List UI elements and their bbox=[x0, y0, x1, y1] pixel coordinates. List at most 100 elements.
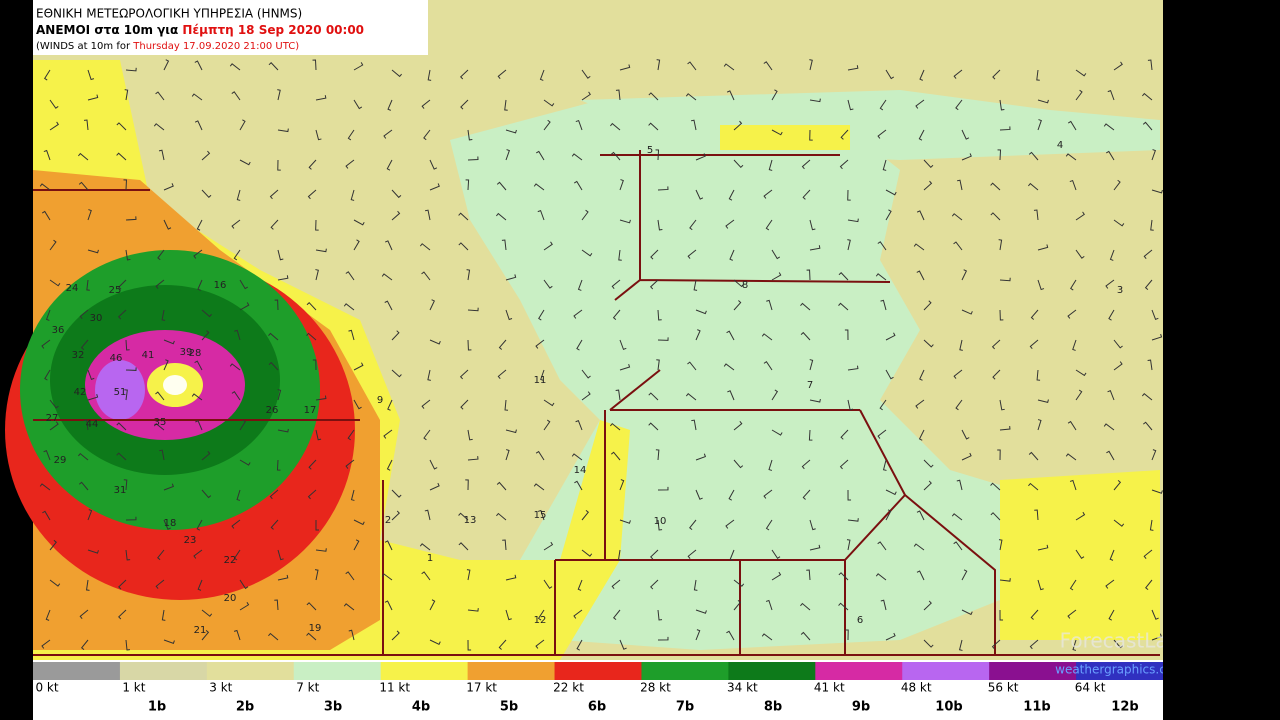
barb bbox=[125, 516, 137, 521]
barb bbox=[885, 369, 894, 380]
barb bbox=[1143, 549, 1153, 559]
barb bbox=[345, 459, 355, 469]
barb bbox=[196, 519, 203, 531]
speed-label: 27 bbox=[46, 413, 59, 424]
barb bbox=[535, 450, 545, 461]
barb bbox=[923, 459, 934, 468]
barb bbox=[458, 512, 469, 521]
barb bbox=[695, 153, 706, 161]
barb bbox=[196, 219, 203, 231]
barb bbox=[533, 183, 545, 191]
barb bbox=[648, 392, 659, 401]
title-text: ΑΝΕΜΟΙ στα 10m για bbox=[36, 23, 178, 37]
barb bbox=[581, 509, 590, 521]
barb bbox=[847, 218, 859, 223]
barb bbox=[80, 639, 89, 651]
barb bbox=[1037, 279, 1045, 291]
barb bbox=[277, 275, 289, 281]
barb bbox=[695, 453, 707, 461]
barb bbox=[391, 630, 400, 641]
barb bbox=[118, 609, 127, 620]
barb bbox=[353, 239, 360, 251]
barb bbox=[771, 272, 782, 281]
barb bbox=[543, 399, 555, 407]
barb bbox=[158, 149, 165, 161]
legend-label: 56 kt bbox=[988, 681, 1019, 695]
barb bbox=[802, 189, 811, 200]
barb bbox=[315, 429, 322, 441]
barb bbox=[465, 479, 469, 491]
barb bbox=[1113, 361, 1123, 371]
speed-label: 41 bbox=[142, 350, 155, 361]
barb bbox=[161, 609, 166, 621]
barb bbox=[809, 129, 813, 141]
barb bbox=[1072, 639, 1077, 651]
barb bbox=[575, 119, 583, 131]
barb bbox=[615, 89, 621, 101]
barb bbox=[838, 602, 849, 611]
barb bbox=[306, 332, 317, 341]
barb bbox=[1037, 419, 1042, 431]
barb bbox=[429, 639, 441, 646]
barb bbox=[116, 422, 127, 431]
barb bbox=[49, 579, 61, 587]
barb bbox=[571, 153, 583, 161]
barb bbox=[543, 279, 553, 289]
barb bbox=[998, 239, 1003, 251]
barb bbox=[308, 159, 317, 170]
barb bbox=[687, 61, 697, 71]
barb bbox=[1109, 549, 1115, 561]
barb bbox=[306, 602, 317, 611]
speed-label: 46 bbox=[110, 353, 123, 364]
barb bbox=[458, 542, 469, 551]
barb bbox=[353, 62, 364, 71]
barb bbox=[1028, 182, 1039, 191]
barb bbox=[612, 309, 621, 320]
barb bbox=[496, 481, 507, 491]
barb bbox=[384, 540, 393, 551]
barb bbox=[875, 273, 887, 281]
speed-label: 30 bbox=[90, 313, 103, 324]
barb bbox=[802, 489, 811, 500]
barb bbox=[685, 393, 697, 401]
barb bbox=[809, 245, 821, 251]
barb bbox=[125, 216, 137, 221]
barb bbox=[155, 391, 165, 401]
barb bbox=[277, 574, 289, 581]
barb bbox=[961, 309, 973, 315]
speed-label: 5 bbox=[647, 145, 653, 156]
barb bbox=[809, 359, 814, 371]
barb bbox=[768, 159, 773, 171]
barb bbox=[771, 549, 781, 560]
barb bbox=[268, 361, 279, 371]
barb bbox=[201, 450, 211, 461]
barb bbox=[880, 299, 887, 311]
barb bbox=[424, 509, 431, 521]
barb bbox=[194, 60, 203, 71]
legend-swatch bbox=[902, 662, 990, 680]
beaufort-label: 10b bbox=[935, 700, 962, 715]
speed-label: 10 bbox=[654, 516, 667, 527]
barb bbox=[879, 99, 887, 111]
barb bbox=[315, 95, 327, 101]
barb bbox=[125, 639, 131, 651]
legend-label: 34 kt bbox=[727, 681, 758, 695]
barb bbox=[268, 62, 279, 71]
beaufort-label: 2b bbox=[236, 700, 254, 715]
agency: ΕΘΝΙΚΗ ΜΕΤΕΩΡΟΛΟΓΙΚΗ ΥΠΗΡΕΣΙΑ (HNMS) bbox=[36, 7, 302, 21]
barb bbox=[650, 249, 659, 260]
barb bbox=[729, 549, 735, 561]
barb bbox=[953, 541, 963, 551]
barb bbox=[384, 300, 393, 311]
speed-label: 22 bbox=[224, 555, 237, 566]
barb bbox=[1113, 61, 1123, 71]
barb bbox=[387, 99, 393, 111]
barb bbox=[733, 579, 745, 587]
barb bbox=[236, 189, 241, 201]
barb bbox=[459, 69, 469, 80]
barb bbox=[913, 543, 925, 551]
barb bbox=[723, 363, 735, 371]
barb bbox=[613, 609, 621, 621]
barb bbox=[315, 548, 327, 552]
